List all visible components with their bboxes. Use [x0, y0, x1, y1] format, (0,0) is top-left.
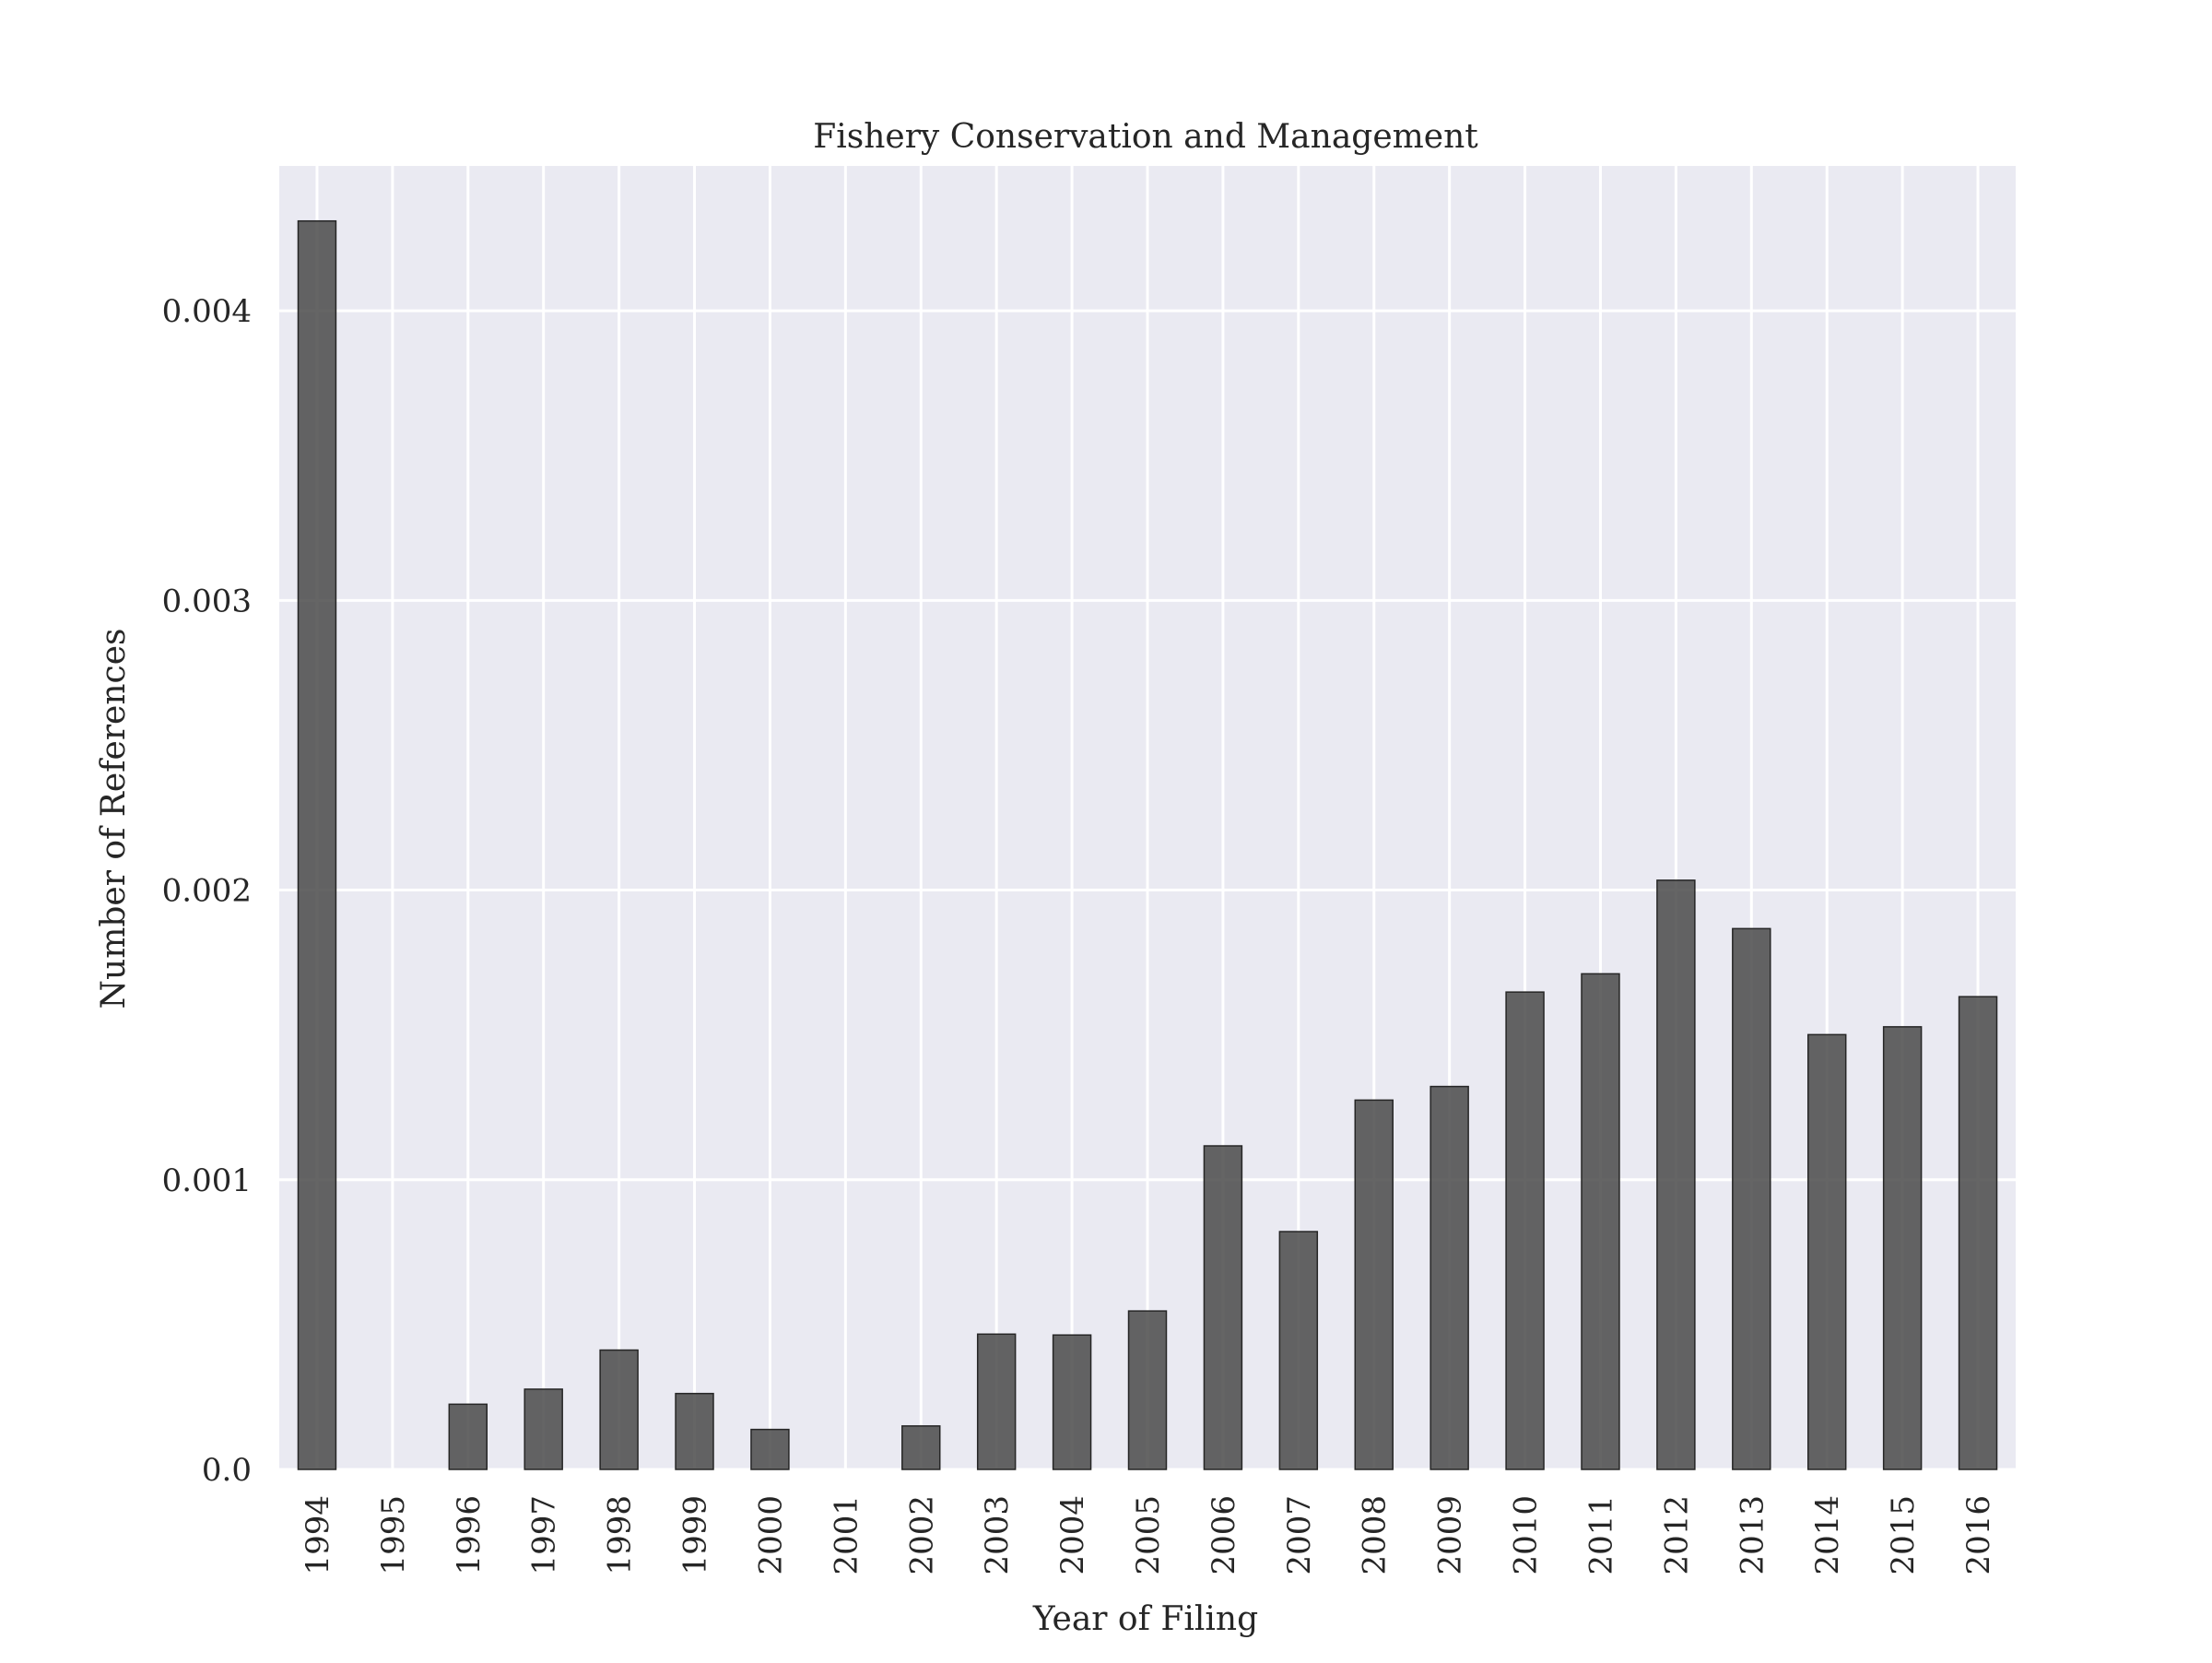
bar-2000 — [750, 1428, 790, 1470]
bar-2003 — [976, 1333, 1017, 1470]
chart-title: Fishery Conservation and Management — [813, 118, 1478, 156]
y-tick-label: 0.003 — [162, 583, 252, 619]
bar-1996 — [448, 1403, 488, 1470]
bars — [297, 219, 1998, 1470]
bar-2008 — [1354, 1099, 1394, 1470]
x-tick-label-2003: 2003 — [979, 1495, 1016, 1575]
x-tick-label-2015: 2015 — [1885, 1495, 1922, 1575]
x-tick-label-2012: 2012 — [1658, 1495, 1695, 1575]
bar-2015 — [1882, 1026, 1923, 1470]
bar-2002 — [901, 1425, 941, 1470]
y-tick-label: 0.004 — [162, 293, 252, 330]
x-tick-label-2005: 2005 — [1130, 1495, 1167, 1575]
x-tick-label-2009: 2009 — [1432, 1495, 1469, 1575]
bar-2013 — [1732, 927, 1771, 1470]
x-tick-labels: 1994 1995 1996 1997 1998 1999 2000 2001 2002 2003… — [300, 1495, 1997, 1575]
bar-2016 — [1958, 996, 1998, 1470]
bar-2009 — [1430, 1085, 1469, 1470]
x-tick-label-1999: 1999 — [677, 1495, 714, 1575]
x-tick-label-1995: 1995 — [375, 1495, 412, 1575]
y-tick-label: 0.001 — [162, 1162, 252, 1199]
bar-2010 — [1505, 991, 1545, 1470]
bar-1999 — [675, 1392, 714, 1470]
bar-1998 — [599, 1349, 639, 1470]
bar-2007 — [1278, 1231, 1319, 1470]
bar-2006 — [1203, 1145, 1243, 1470]
x-tick-label-2002: 2002 — [903, 1495, 940, 1575]
bar-2005 — [1127, 1310, 1168, 1470]
y-axis-label: Number of References — [95, 629, 133, 1009]
x-axis-label: Year of Filing — [1032, 1600, 1258, 1638]
x-tick-label-1994: 1994 — [300, 1495, 336, 1575]
y-tick-labels: 0.0 0.001 0.002 0.003 0.004 — [162, 293, 252, 1489]
bar-2004 — [1052, 1334, 1092, 1470]
x-tick-label-2008: 2008 — [1357, 1495, 1394, 1575]
x-tick-label-1997: 1997 — [526, 1495, 563, 1575]
x-tick-label-1998: 1998 — [602, 1495, 639, 1575]
bar-2012 — [1656, 879, 1696, 1470]
x-tick-label-2016: 2016 — [1960, 1495, 1997, 1575]
x-tick-label-2004: 2004 — [1054, 1495, 1091, 1575]
y-tick-label: 0.002 — [162, 873, 252, 910]
x-tick-label-2013: 2013 — [1734, 1495, 1771, 1575]
x-tick-label-1996: 1996 — [451, 1495, 488, 1575]
x-tick-label-2011: 2011 — [1583, 1495, 1619, 1575]
x-tick-label-2007: 2007 — [1281, 1495, 1318, 1575]
bar-1997 — [524, 1388, 563, 1470]
y-tick-label: 0.0 — [202, 1452, 252, 1489]
x-tick-label-2010: 2010 — [1508, 1495, 1545, 1575]
x-tick-label-2014: 2014 — [1809, 1495, 1846, 1575]
bar-2011 — [1581, 973, 1620, 1470]
x-tick-label-2000: 2000 — [752, 1495, 789, 1575]
x-tick-label-2001: 2001 — [828, 1495, 865, 1575]
bar-1994 — [297, 219, 337, 1470]
x-tick-label-2006: 2006 — [1206, 1495, 1242, 1575]
bar-2014 — [1806, 1033, 1847, 1470]
